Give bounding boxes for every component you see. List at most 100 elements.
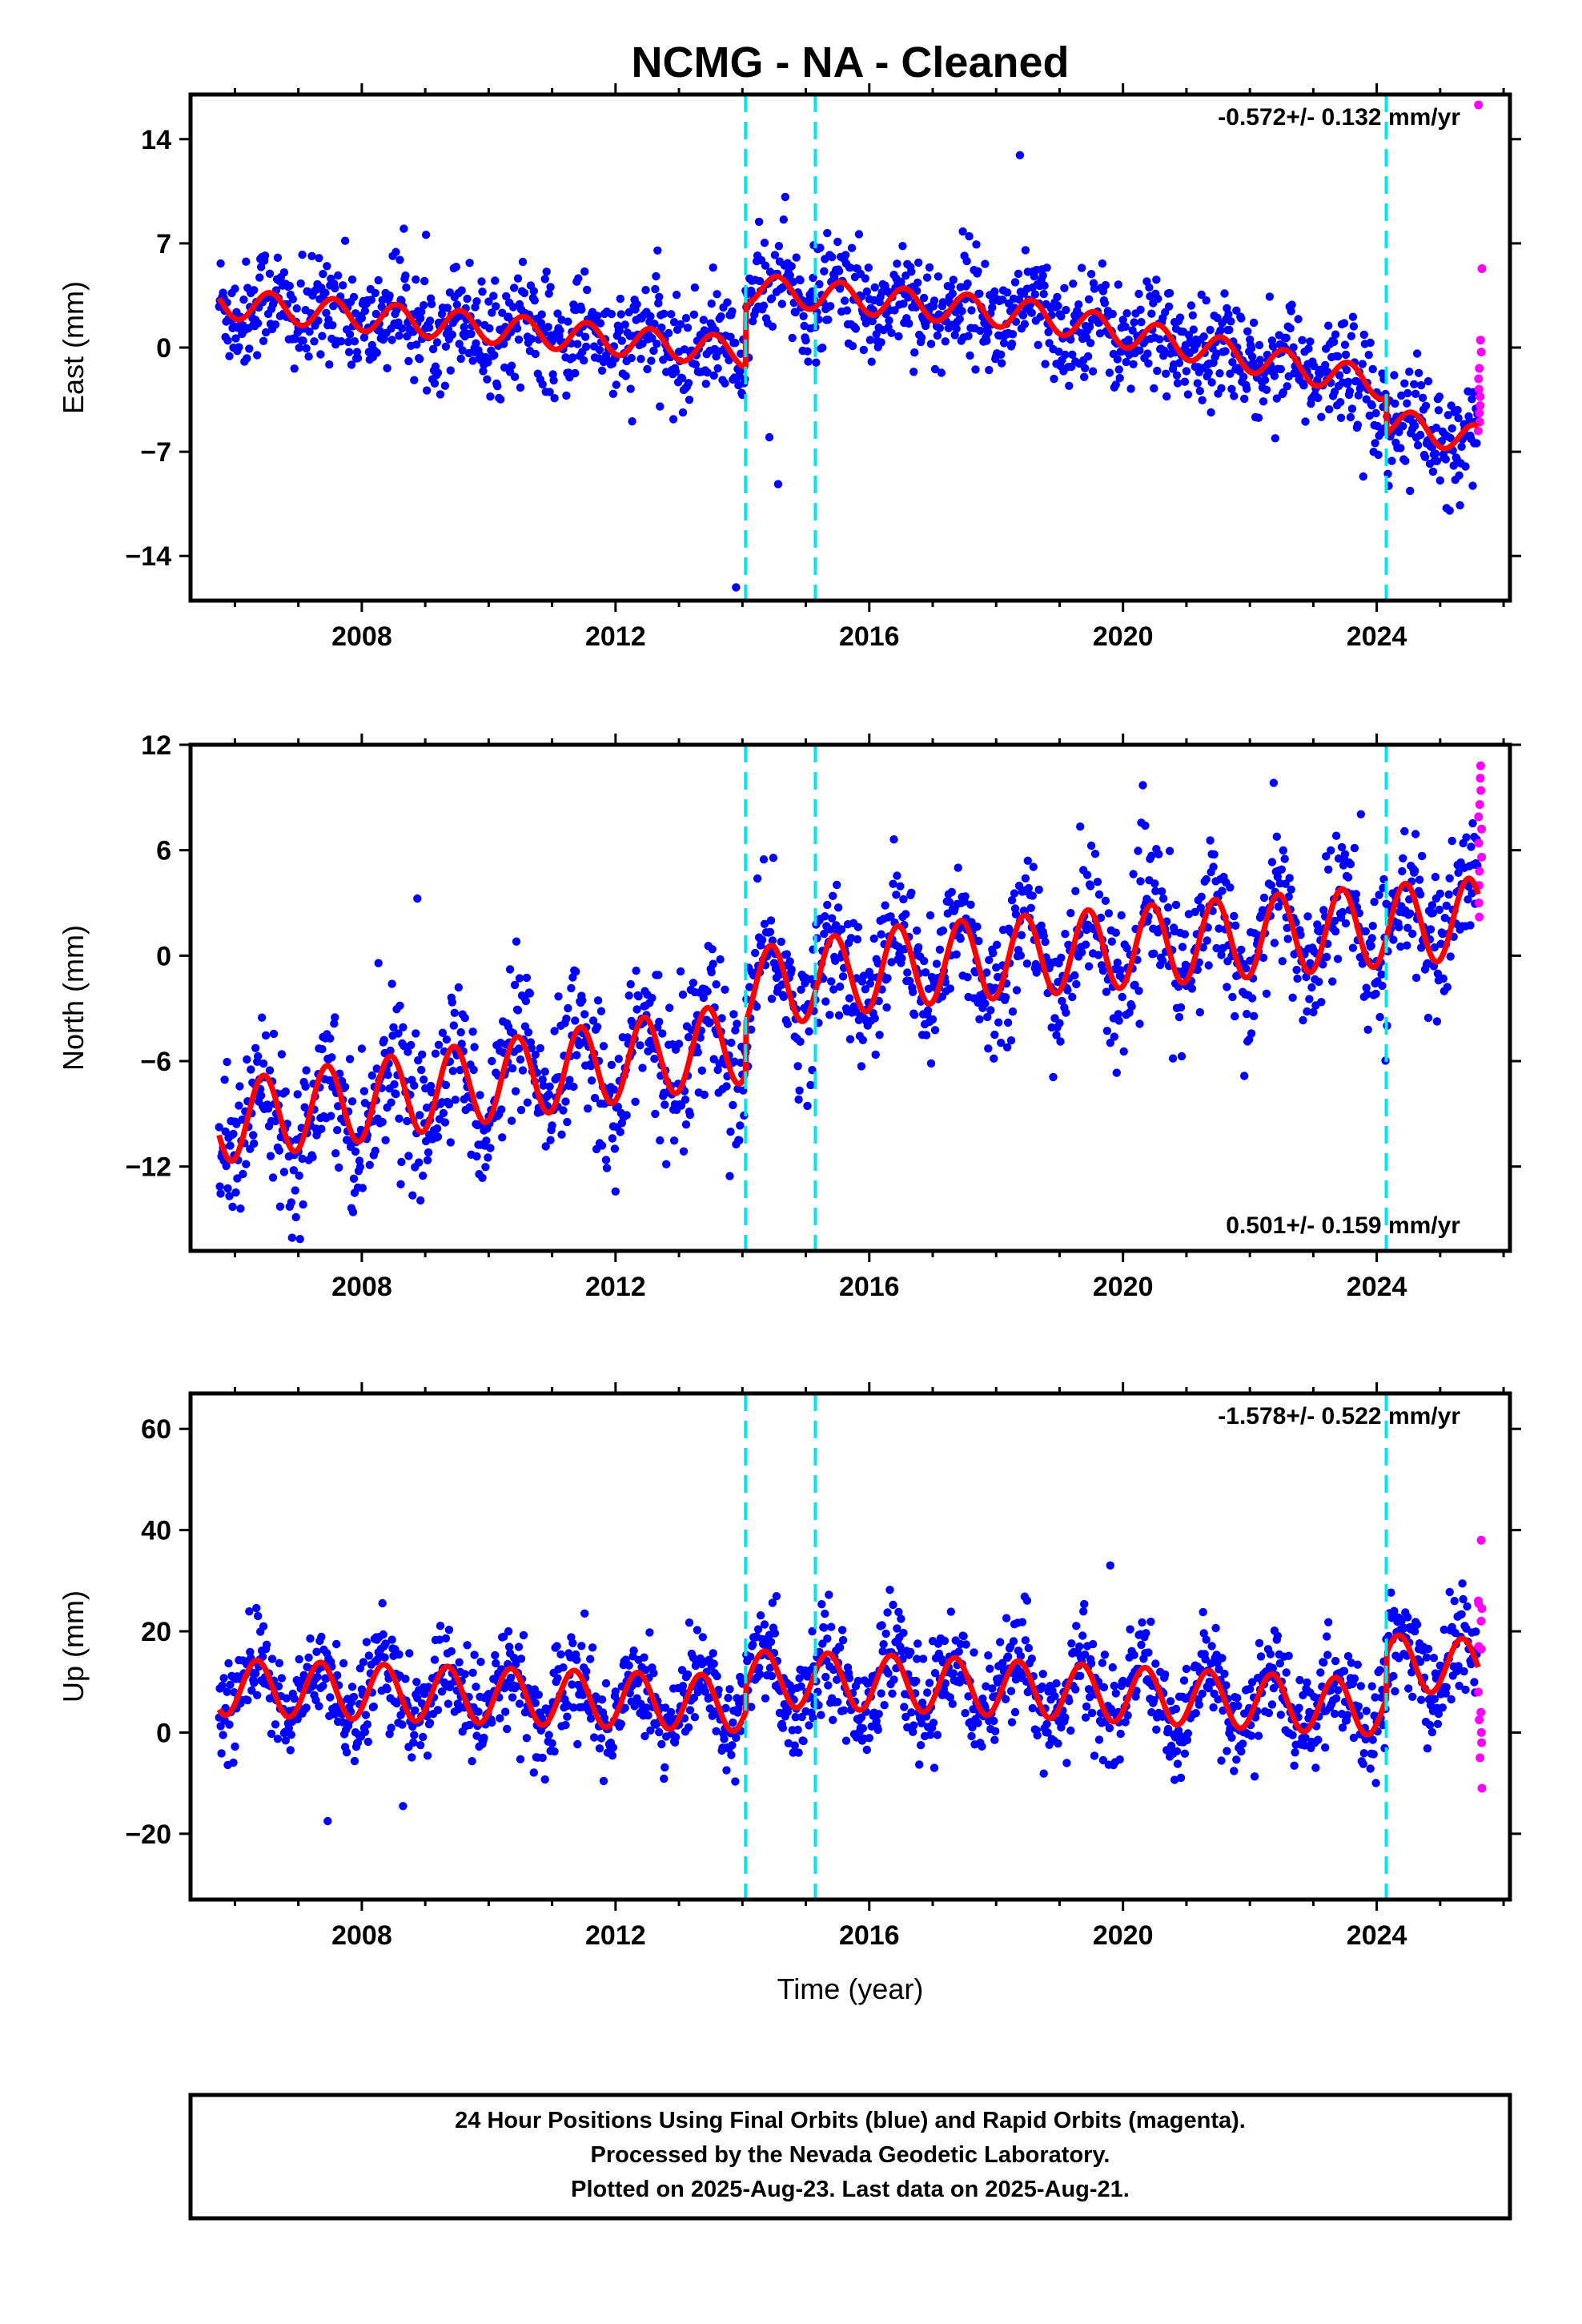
- north-final-orbit-point: [966, 900, 975, 909]
- east-final-orbit-point: [1085, 322, 1094, 332]
- east-final-orbit-point: [1129, 360, 1138, 368]
- north-final-orbit-point: [1158, 887, 1166, 896]
- east-final-orbit-point: [509, 283, 519, 292]
- east-final-orbit-point: [656, 402, 665, 411]
- east-final-orbit-point: [484, 297, 493, 306]
- east-final-orbit-point: [1144, 359, 1153, 368]
- north-final-orbit-point: [1277, 865, 1287, 875]
- east-final-orbit-point: [491, 276, 500, 285]
- north-final-orbit-point: [845, 1035, 855, 1043]
- north-final-orbit-point: [1016, 951, 1026, 960]
- north-final-orbit-point: [236, 1204, 245, 1213]
- east-final-orbit-point: [1188, 311, 1198, 320]
- north-x-tick-label: 2012: [585, 1272, 646, 1302]
- up-final-orbit-point: [912, 1676, 921, 1686]
- north-final-orbit-point: [1317, 998, 1326, 1007]
- north-final-orbit-point: [928, 1015, 938, 1024]
- up-final-orbit-point: [990, 1716, 998, 1726]
- east-final-orbit-point: [259, 336, 268, 345]
- north-x-tick-label: 2024: [1347, 1272, 1407, 1302]
- up-final-orbit-point: [946, 1607, 956, 1616]
- up-final-orbit-point: [862, 1745, 872, 1755]
- east-final-orbit-point: [527, 335, 536, 344]
- east-final-orbit-point: [1420, 452, 1430, 461]
- north-final-orbit-point: [448, 998, 456, 1007]
- north-final-orbit-point: [713, 1065, 722, 1075]
- east-final-orbit-point: [478, 287, 487, 296]
- north-final-orbit-point: [597, 1141, 607, 1150]
- east-final-orbit-point: [1341, 350, 1351, 360]
- north-final-orbit-point: [1389, 935, 1398, 944]
- north-final-orbit-point: [1262, 989, 1271, 999]
- north-final-orbit-point: [1135, 1019, 1144, 1028]
- north-final-orbit-point: [423, 1156, 432, 1165]
- north-final-orbit-point: [593, 996, 603, 1005]
- up-final-orbit-point: [1463, 1602, 1472, 1611]
- east-final-orbit-point: [260, 251, 270, 260]
- east-model-line: [216, 273, 1481, 452]
- east-final-orbit-point: [951, 308, 960, 316]
- east-final-orbit-point: [592, 312, 602, 320]
- east-final-orbit-point: [510, 372, 520, 381]
- up-final-orbit-point: [361, 1711, 371, 1719]
- up-final-orbit-point: [1276, 1711, 1286, 1719]
- north-final-orbit-point: [1431, 872, 1440, 882]
- up-final-orbit-point: [829, 1715, 837, 1724]
- up-final-orbit-point: [683, 1670, 693, 1679]
- north-final-orbit-point: [1010, 889, 1019, 898]
- east-final-orbit-point: [1053, 292, 1062, 302]
- east-final-orbit-point: [1365, 411, 1374, 420]
- east-final-orbit-point: [1174, 359, 1184, 368]
- east-final-orbit-point: [412, 340, 421, 349]
- north-final-orbit-point: [892, 891, 901, 899]
- north-final-orbit-point: [235, 1101, 243, 1110]
- north-final-orbit-point: [261, 1031, 271, 1040]
- up-final-orbit-point: [1268, 1663, 1278, 1673]
- up-final-orbit-point: [1408, 1692, 1417, 1701]
- north-final-orbit-point: [1071, 887, 1080, 895]
- north-final-orbit-point: [231, 1188, 240, 1197]
- up-final-orbit-point: [468, 1757, 476, 1766]
- north-final-orbit-point: [613, 1102, 622, 1112]
- north-final-orbit-point: [608, 1134, 617, 1143]
- north-final-orbit-point: [1117, 911, 1126, 920]
- up-final-orbit-point: [420, 1690, 429, 1699]
- north-final-orbit-point: [1118, 992, 1126, 1002]
- east-final-orbit-point: [223, 336, 232, 345]
- north-final-orbit-point: [578, 996, 587, 1005]
- east-final-orbit-point: [1207, 378, 1216, 387]
- up-final-orbit-point: [608, 1743, 618, 1752]
- up-final-orbit-point: [1144, 1648, 1153, 1657]
- east-rapid-orbit-point: [1476, 392, 1485, 401]
- north-final-orbit-point: [243, 1055, 251, 1064]
- east-final-orbit-point: [787, 262, 796, 271]
- north-final-orbit-point: [580, 1010, 589, 1019]
- up-final-orbit-point: [252, 1603, 261, 1613]
- north-y-tick-label: 0: [156, 941, 171, 971]
- up-final-orbit-point: [889, 1600, 897, 1610]
- north-final-orbit-point: [638, 1063, 647, 1072]
- east-final-orbit-point: [436, 390, 445, 399]
- up-final-orbit-point: [790, 1741, 799, 1750]
- east-final-orbit-point: [792, 253, 801, 262]
- chart-title: NCMG - NA - Cleaned: [631, 38, 1069, 86]
- north-final-orbit-point: [894, 943, 903, 951]
- north-final-orbit-point: [1283, 935, 1292, 943]
- north-final-orbit-point: [250, 1139, 259, 1148]
- east-final-orbit-point: [1403, 399, 1411, 408]
- north-final-orbit-point: [1338, 907, 1347, 917]
- east-final-orbit-point: [1265, 292, 1275, 301]
- east-final-orbit-point: [253, 351, 262, 360]
- north-final-orbit-point: [1003, 1018, 1013, 1027]
- north-final-orbit-point: [1223, 983, 1231, 991]
- up-final-orbit-point: [1094, 1735, 1104, 1744]
- north-final-orbit-point: [1446, 952, 1455, 961]
- east-final-orbit-point: [553, 309, 562, 318]
- east-final-orbit-point: [580, 267, 589, 276]
- north-final-orbit-point: [239, 1169, 247, 1179]
- east-final-orbit-point: [1446, 433, 1455, 443]
- east-rapid-orbit-point: [1475, 364, 1484, 373]
- north-final-orbit-point: [1006, 1036, 1016, 1045]
- north-final-orbit-point: [869, 934, 878, 943]
- east-final-orbit-point: [1010, 278, 1020, 287]
